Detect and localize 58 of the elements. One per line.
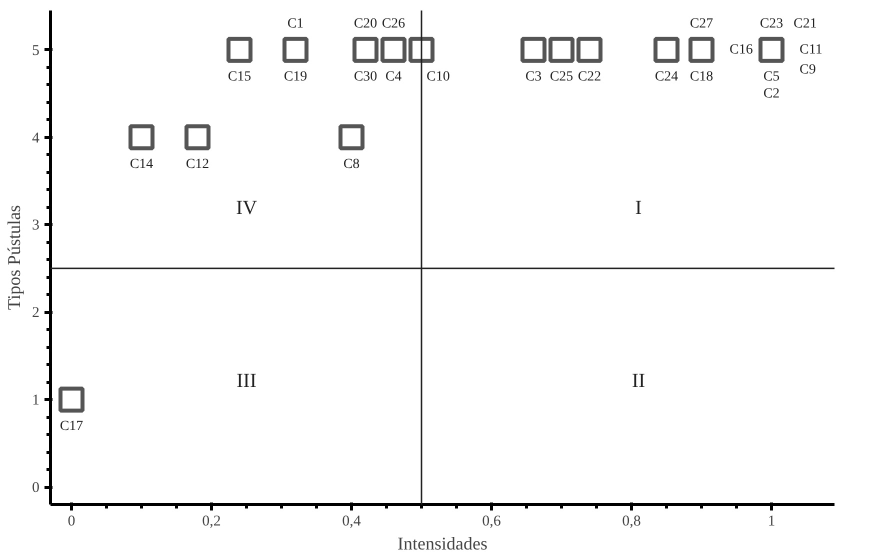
- annotation: C9: [800, 62, 816, 78]
- annotation: C11: [800, 42, 822, 58]
- annotation: C8: [343, 156, 360, 172]
- x-tick-label: 1: [768, 514, 776, 530]
- x-axis-title: Intensidades: [398, 534, 488, 554]
- annotation: C3: [525, 69, 542, 84]
- point: [548, 36, 574, 63]
- y-tick-label: 3: [32, 218, 40, 234]
- annotation: C30: [354, 69, 378, 84]
- annotation: C18: [690, 69, 714, 84]
- x-tick-label: 0,4: [342, 514, 362, 530]
- annotation: C16: [730, 42, 753, 58]
- annotation: III: [236, 370, 256, 392]
- x-tick-label: 0,8: [622, 514, 641, 530]
- y-tick-label: 0: [32, 480, 40, 496]
- point: [58, 386, 84, 413]
- annotation: C21: [794, 16, 817, 32]
- annotation: C26: [382, 16, 406, 32]
- point: [338, 124, 364, 150]
- annotation: C15: [228, 69, 252, 84]
- annotation: C1: [287, 16, 304, 32]
- point: [226, 36, 252, 63]
- point: [282, 36, 308, 63]
- annotation: C10: [426, 69, 450, 84]
- point: [408, 36, 434, 63]
- x-tick-label: 0,6: [482, 514, 502, 530]
- annotation: C14: [130, 156, 154, 172]
- annotation: C4: [385, 69, 402, 84]
- annotation: C20: [354, 16, 378, 32]
- point: [688, 36, 714, 63]
- annotation: C12: [186, 156, 210, 172]
- point: [184, 124, 210, 150]
- point: [128, 124, 154, 150]
- point: [654, 36, 680, 63]
- annotation: C22: [578, 69, 602, 84]
- annotation: II: [632, 370, 646, 392]
- annotation: C19: [284, 69, 308, 84]
- annotation: C2: [763, 86, 780, 102]
- x-tick-label: 0: [68, 514, 76, 530]
- annotation: C25: [550, 69, 574, 84]
- annotation: C27: [690, 16, 714, 32]
- x-tick-label: 0,2: [202, 514, 221, 530]
- point: [758, 36, 784, 63]
- annotation: C5: [763, 69, 780, 84]
- annotation: IV: [236, 197, 258, 220]
- annotation: C17: [60, 419, 84, 434]
- point: [520, 36, 546, 63]
- y-axis-title: Tipos Pústulas: [4, 205, 24, 310]
- annotation: C23: [760, 16, 784, 32]
- point: [352, 36, 378, 63]
- annotation: C24: [654, 69, 678, 84]
- annotation: I: [635, 197, 642, 220]
- point: [380, 36, 406, 63]
- y-tick-label: 1: [32, 392, 40, 409]
- point: [576, 36, 602, 63]
- y-tick-label: 5: [32, 42, 40, 59]
- y-tick-label: 2: [32, 305, 40, 322]
- y-tick-label: 4: [32, 130, 40, 146]
